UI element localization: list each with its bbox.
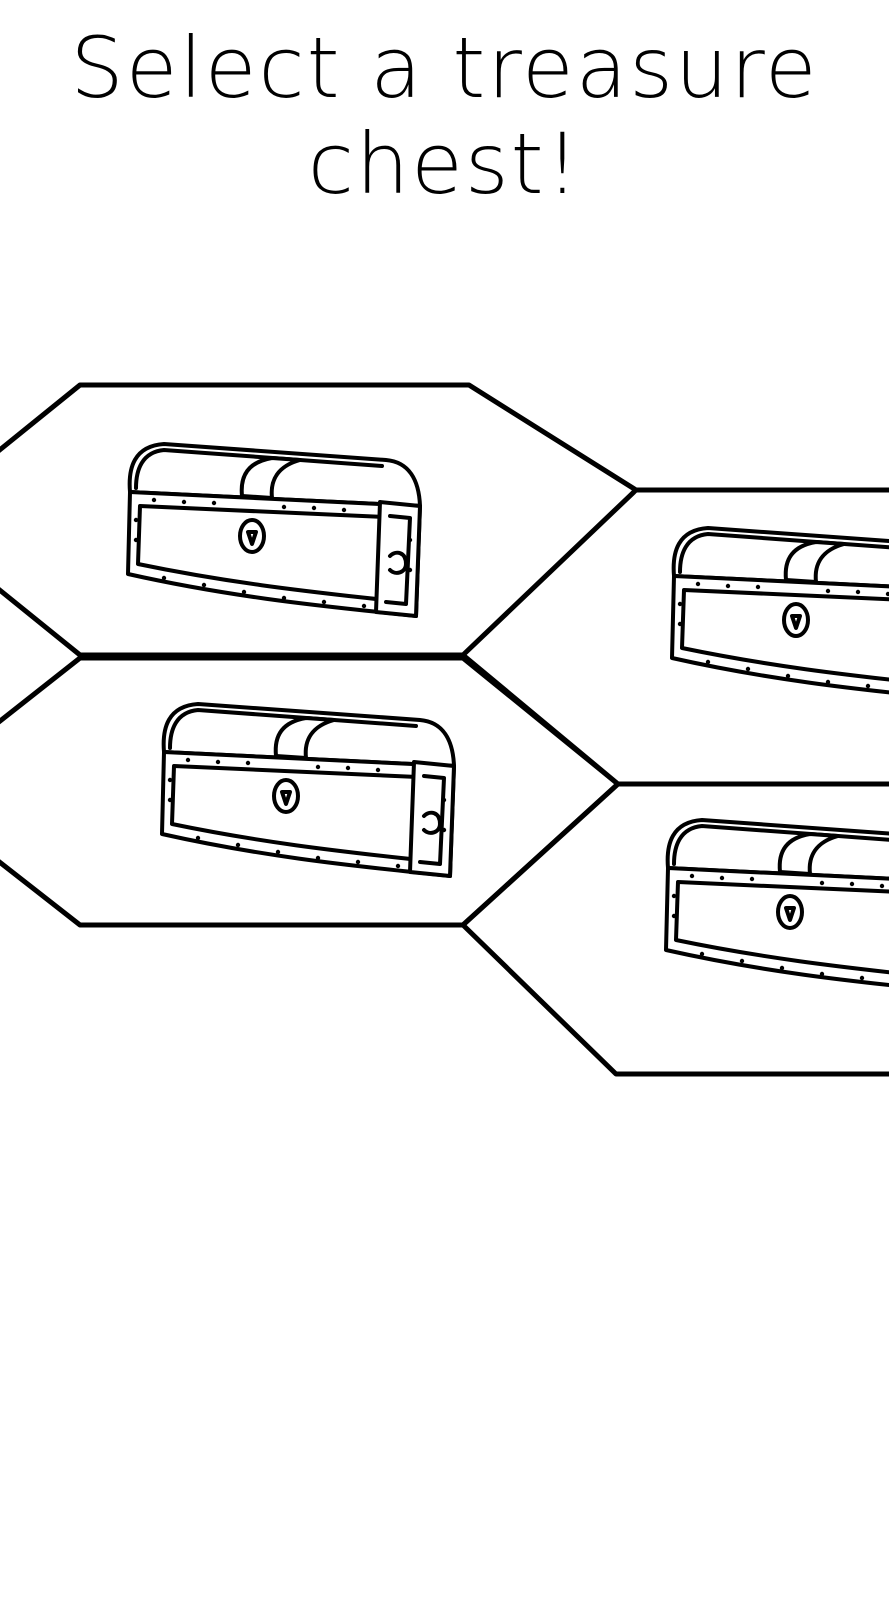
title-line-1: Select a treasure [70, 19, 819, 117]
title-line-2: chest! [307, 115, 582, 213]
hex-cell-bottom-right[interactable] [460, 781, 889, 1077]
page-title: Select a treasure chest! [0, 0, 889, 212]
